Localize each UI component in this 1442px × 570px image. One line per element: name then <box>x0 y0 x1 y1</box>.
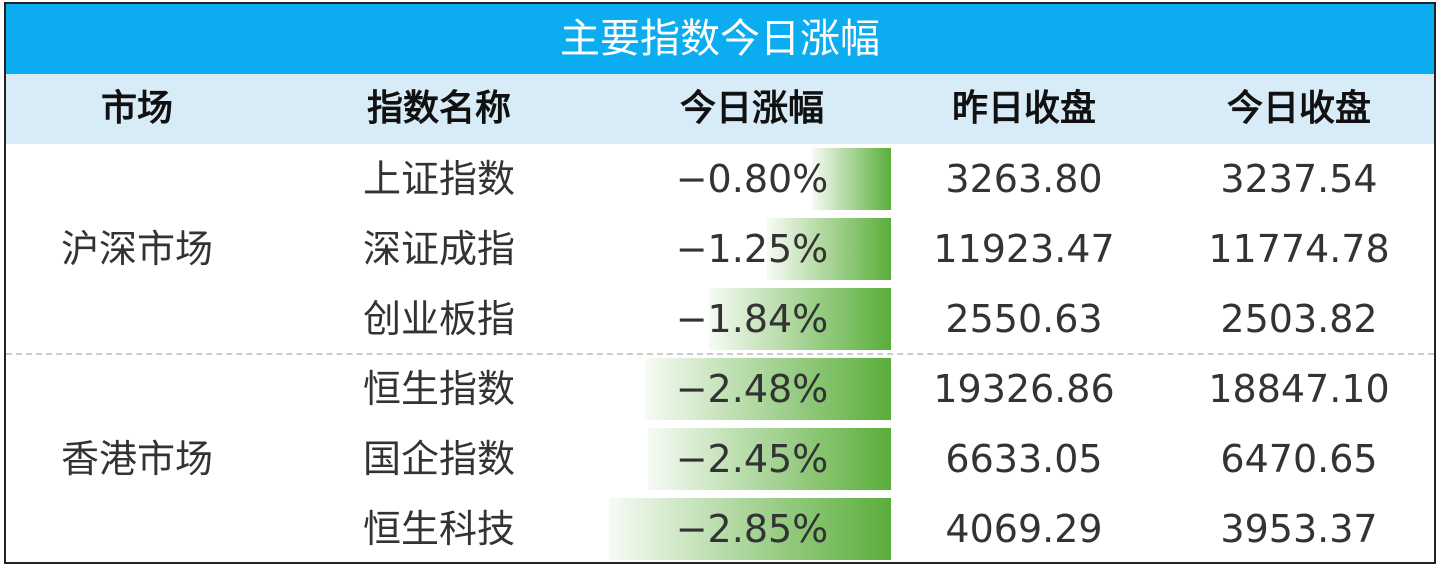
change-bar <box>645 358 891 420</box>
change-bar <box>767 218 891 280</box>
column-header: 指数名称 <box>366 88 512 129</box>
index-name: 恒生科技 <box>362 507 516 551</box>
change-label: −1.25% <box>675 227 829 271</box>
close: 18847.10 <box>1208 367 1390 411</box>
column-header: 昨日收盘 <box>951 88 1097 129</box>
change-label: −0.80% <box>675 157 829 201</box>
close: 6470.65 <box>1220 437 1378 481</box>
market: 沪深市场 <box>60 227 214 271</box>
change-bar <box>648 428 891 490</box>
change-label: −2.85% <box>675 507 829 551</box>
index-name: 恒生指数 <box>362 367 516 411</box>
table-card: 主要指数今日涨幅 市场 指数名称 今日涨幅 昨日收盘 今日收盘 上证指数 −0.80% 32… <box>4 2 1436 564</box>
prev-close: 11923.47 <box>933 227 1115 271</box>
prev-close: 2550.63 <box>945 297 1103 341</box>
change-label: −1.84% <box>675 297 829 341</box>
title: 主要指数今日涨幅 <box>6 4 1434 74</box>
close: 3953.37 <box>1220 507 1378 551</box>
prev-close: 4069.29 <box>945 507 1103 551</box>
change-bar <box>608 498 891 560</box>
prev-close: 19326.86 <box>933 367 1115 411</box>
prev-close: 6633.05 <box>945 437 1103 481</box>
index-name: 国企指数 <box>362 437 516 481</box>
close: 11774.78 <box>1208 227 1390 271</box>
market: 香港市场 <box>60 437 214 481</box>
column-header: 市场 <box>100 88 174 129</box>
prev-close: 3263.80 <box>945 157 1103 201</box>
close: 2503.82 <box>1220 297 1378 341</box>
column-header: 今日涨幅 <box>679 88 825 129</box>
index-name: 深证成指 <box>362 227 516 271</box>
column-header: 今日收盘 <box>1226 88 1372 129</box>
index-name: 上证指数 <box>362 157 516 201</box>
change-bar <box>708 288 891 350</box>
change-label: −2.48% <box>675 367 829 411</box>
group-divider <box>6 353 1434 355</box>
change-bar <box>811 148 891 210</box>
close: 3237.54 <box>1220 157 1378 201</box>
header-row: 市场 指数名称 今日涨幅 昨日收盘 今日收盘 <box>6 74 1434 144</box>
change-label: −2.45% <box>675 437 829 481</box>
index-name: 创业板指 <box>362 297 516 341</box>
